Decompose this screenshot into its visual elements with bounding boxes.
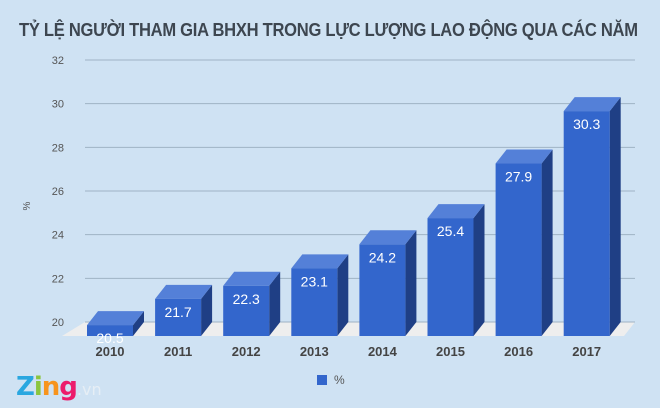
bar — [495, 163, 542, 336]
bar-top — [223, 271, 281, 286]
data-label: 23.1 — [301, 273, 328, 289]
y-tick-label: 20 — [52, 317, 64, 329]
bar-side — [133, 311, 144, 336]
y-tick-label: 22 — [52, 273, 64, 285]
x-tick-label: 2015 — [436, 344, 465, 359]
bar-side — [473, 204, 485, 336]
bar-top — [427, 204, 485, 219]
y-axis-label: % — [22, 201, 33, 210]
bar-side — [269, 271, 281, 336]
x-tick-label: 2011 — [164, 344, 192, 359]
x-tick-label: 2014 — [368, 344, 398, 359]
legend-swatch — [317, 375, 327, 385]
y-tick-label: 28 — [52, 142, 64, 154]
y-tick-label: 26 — [52, 186, 64, 198]
data-label: 20.5 — [96, 330, 123, 346]
bar-top — [359, 230, 417, 245]
bar-top — [87, 311, 144, 326]
bar-side — [337, 254, 349, 336]
data-label: 24.2 — [369, 249, 396, 265]
data-label: 30.3 — [573, 116, 600, 132]
bar — [155, 298, 202, 336]
chart-title: TỶ LỆ NGƯỜI THAM GIA BHXH TRONG LỰC LƯỢN… — [19, 20, 638, 40]
y-tick-label: 24 — [52, 230, 64, 242]
x-tick-label: 2013 — [300, 344, 329, 359]
bar — [87, 325, 133, 336]
y-tick-label: 30 — [52, 99, 64, 111]
bar — [223, 285, 270, 336]
bar-top — [291, 254, 349, 269]
x-tick-label: 2017 — [572, 344, 601, 359]
bar — [427, 218, 474, 336]
bar-side — [609, 97, 621, 336]
bar-top — [495, 149, 553, 164]
legend-label: % — [334, 373, 345, 387]
bar — [359, 244, 406, 336]
data-label: 21.7 — [164, 304, 191, 320]
data-label: 22.3 — [233, 291, 260, 307]
bar-side — [405, 230, 417, 336]
zing-logo: Zing.vn — [16, 372, 102, 402]
bar-side — [541, 149, 553, 336]
x-tick-label: 2016 — [504, 344, 533, 359]
data-label: 25.4 — [437, 223, 464, 239]
y-tick-label: 32 — [52, 55, 64, 67]
x-tick-label: 2010 — [96, 344, 125, 359]
bar-side — [201, 284, 213, 336]
data-label: 27.9 — [505, 169, 532, 185]
bar — [563, 111, 610, 336]
bar-top — [563, 97, 621, 112]
bar-top — [155, 284, 213, 299]
bar — [291, 268, 338, 336]
x-tick-label: 2012 — [232, 344, 261, 359]
